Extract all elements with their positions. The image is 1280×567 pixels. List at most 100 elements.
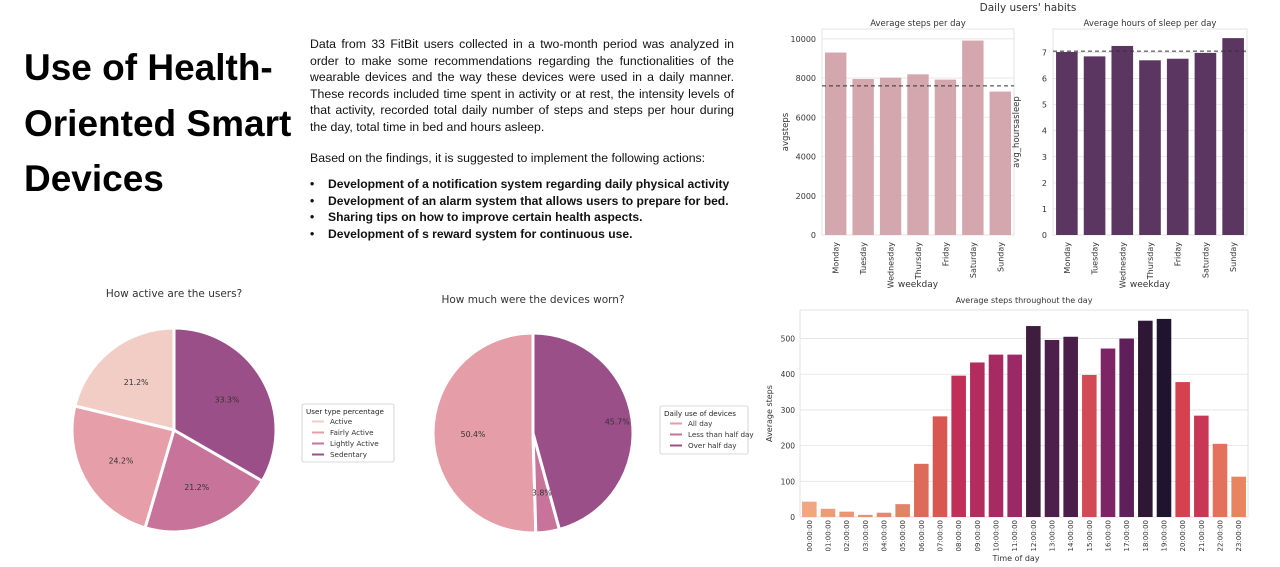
avg-steps-per-day-chart: Average steps per day 0 2000 4000 6000 8000 10…	[781, 19, 1015, 290]
y-tick-label: 1	[1042, 205, 1047, 214]
y-axis-label: Average steps	[765, 385, 774, 442]
legend: User type percentage Active Fairly Active…	[301, 403, 395, 463]
x-tick-label: Monday	[1063, 242, 1072, 274]
pie-slice	[73, 326, 176, 432]
x-tick-label: 16:00:00	[1105, 520, 1113, 551]
bar	[907, 74, 929, 235]
pie-value-label: 24.2%	[109, 457, 134, 466]
x-tick-label: 00:00:00	[806, 520, 814, 551]
legend-frame	[659, 405, 749, 455]
chart-title: Average hours of sleep per day	[1084, 19, 1217, 29]
pie-slice	[431, 331, 538, 535]
bar	[1194, 415, 1209, 517]
activity-pie-chart: How active are the users? 21.2%24.2%21.2…	[70, 288, 395, 534]
y-axis-label: avgsteps	[781, 112, 791, 151]
x-tick-label: Wednesday	[1118, 242, 1127, 289]
pie-slice	[172, 326, 278, 484]
bar	[988, 354, 1004, 517]
pie-value-label: 3.8%	[532, 488, 552, 497]
x-tick-label: 09:00:00	[974, 520, 982, 551]
bar	[1139, 60, 1161, 235]
device-wear-pie-chart: How much were the devices worn? 50.4% 3.8…	[431, 294, 754, 535]
bar	[825, 52, 847, 235]
y-tick-label: 6000	[796, 113, 816, 122]
x-tick-label: Sunday	[1229, 242, 1238, 272]
actions-intro: Based on the findings, it is suggested t…	[310, 150, 706, 165]
x-axis-label: Time of day	[991, 554, 1039, 563]
bar	[989, 91, 1011, 235]
bar	[820, 508, 836, 517]
avg-sleep-per-day-chart: Average hours of sleep per day 0 1 2 3 4 5 6 7 Mo…	[1012, 19, 1248, 290]
legend-title: Daily use of devices	[664, 409, 736, 418]
action-item: Development of a notification system reg…	[310, 176, 734, 193]
chart-suptitle: Daily users' habits	[980, 2, 1077, 14]
x-tick-label: Monday	[832, 242, 841, 274]
bar	[1063, 336, 1078, 517]
x-tick-label: 15:00:00	[1086, 520, 1094, 551]
hourly-chart-body: Average steps throughout the day 0 100 200 3…	[765, 296, 1249, 563]
x-tick-label: 03:00:00	[862, 520, 870, 551]
x-tick-label: 23:00:00	[1235, 520, 1243, 551]
x-tick-label: 22:00:00	[1217, 520, 1225, 551]
y-tick-label: 0	[811, 231, 816, 240]
x-tick-label: Thursday	[1146, 242, 1155, 280]
bar	[932, 416, 948, 517]
action-item: Development of s reward system for conti…	[310, 226, 734, 243]
bar	[1156, 318, 1172, 517]
bar	[1194, 52, 1217, 236]
bar	[1175, 382, 1190, 517]
y-tick-label: 400	[781, 370, 796, 379]
x-tick-label: 13:00:00	[1049, 520, 1057, 551]
hourly-steps-chart: Average steps throughout the day 0 100 200 3…	[765, 296, 1249, 563]
y-tick-label: 200	[781, 442, 796, 451]
description-block: Data from 33 FitBit users collected in a…	[310, 36, 734, 242]
x-tick-label: 17:00:00	[1123, 520, 1131, 551]
daily-habits-charts: Daily users' habits Average steps per da…	[781, 2, 1248, 290]
pie-value-label: 50.4%	[461, 430, 486, 439]
chart-title: Average steps per day	[870, 19, 966, 29]
bar	[962, 40, 984, 235]
x-tick-label: 18:00:00	[1142, 520, 1150, 551]
legend-frame	[301, 403, 395, 463]
legend-label: Over half day	[688, 441, 737, 450]
bar	[858, 514, 873, 517]
plot-area	[799, 309, 1249, 518]
y-tick-label: 10000	[791, 35, 816, 44]
bar	[852, 79, 874, 236]
y-tick-label: 2	[1042, 179, 1047, 188]
bar	[1082, 374, 1097, 517]
legend: Daily use of devices All day Less than ha…	[659, 405, 754, 455]
x-tick-label: Friday	[941, 242, 950, 267]
bar	[802, 501, 817, 517]
y-tick-label: 2000	[796, 192, 816, 201]
x-tick-label: 06:00:00	[918, 520, 926, 551]
legend-label: Lightly Active	[330, 439, 379, 448]
bar	[1056, 51, 1078, 235]
bar	[879, 77, 902, 235]
x-tick-label: Saturday	[1201, 242, 1210, 278]
x-tick-label: 07:00:00	[937, 520, 945, 551]
bar	[1111, 45, 1134, 235]
pie-value-labels: 50.4% 3.8% 45.7%	[461, 418, 630, 498]
y-axis-label: avg_hoursasleep	[1012, 96, 1022, 168]
x-tick-label: 11:00:00	[1011, 520, 1019, 551]
y-tick-label: 5	[1042, 101, 1047, 110]
x-tick-label: 08:00:00	[955, 520, 963, 551]
pie-value-label: 21.2%	[184, 483, 209, 492]
pie-value-labels: 21.2% 24.2% 21.2% 33.3%	[109, 378, 240, 492]
pie-slices	[70, 326, 278, 534]
y-tick-label: 100	[781, 477, 796, 486]
x-tick-label: 14:00:00	[1067, 520, 1075, 551]
x-tick-label: Tuesday	[1091, 242, 1100, 276]
legend-label: All day	[688, 419, 713, 428]
x-tick-label: 01:00:00	[825, 520, 833, 551]
pie-slice	[531, 331, 635, 532]
x-axis-label: weekday	[1130, 280, 1171, 290]
bar	[1212, 443, 1228, 517]
action-item: Sharing tips on how to improve certain h…	[310, 209, 734, 226]
description-paragraph: Data from 33 FitBit users collected in a…	[310, 37, 734, 134]
chart-title: How active are the users?	[106, 288, 242, 300]
x-tick-label: Tuesday	[859, 242, 868, 276]
bar	[1119, 338, 1134, 517]
x-tick-label: 04:00:00	[881, 520, 889, 551]
